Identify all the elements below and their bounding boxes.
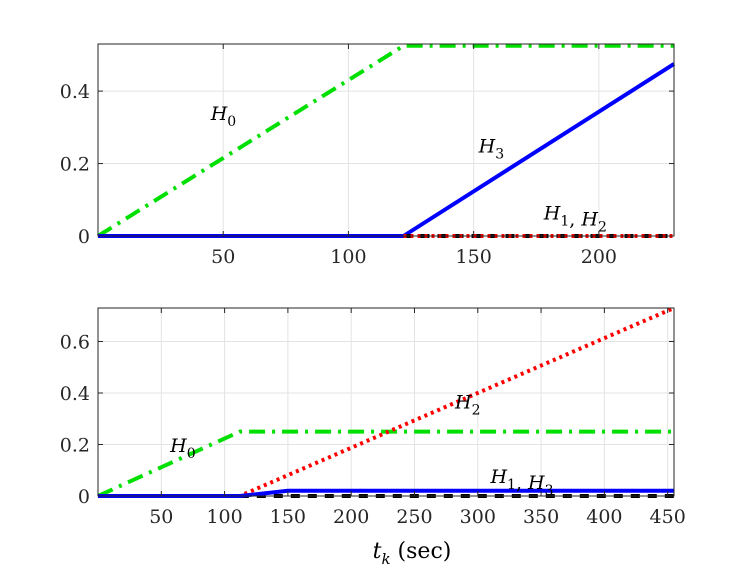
y-tick-label: 0 — [78, 226, 90, 248]
y-tick-label: 0.4 — [60, 383, 90, 405]
x-tick-label: 150 — [456, 246, 492, 268]
x-tick-label: 350 — [523, 506, 559, 528]
top-axes: 50 100 150 200 0 0.2 0.4 H0 H3 H1, H2 — [60, 43, 676, 268]
x-tick-label: 50 — [211, 246, 235, 268]
series-annotation: H1, H2 — [543, 203, 607, 236]
y-tick-label: 0.6 — [60, 331, 90, 353]
series-line-h0 — [96, 43, 674, 238]
x-tick-label: 50 — [149, 506, 173, 528]
y-tick-label: 0.2 — [60, 434, 90, 456]
y-tick-label: 0.2 — [60, 154, 90, 176]
series-annotation: H2 — [454, 391, 481, 418]
series-annotation: H1, H3 — [489, 466, 553, 499]
x-tick-label: 150 — [270, 506, 306, 528]
x-tick-label: 200 — [581, 246, 617, 268]
series-line-h0 — [97, 429, 674, 498]
x-tick-label: 300 — [460, 506, 496, 528]
series-annotation: H3 — [478, 136, 505, 163]
y-tick-label: 0 — [78, 486, 90, 508]
x-tick-label: 100 — [330, 246, 366, 268]
x-tick-label: 100 — [206, 506, 242, 528]
series-annotation: H0 — [210, 103, 237, 130]
bottom-axes: 50 100 150 200 250 300 350 400 450 0 0.2 0.4 0.6 H0 H2… — [60, 306, 686, 528]
y-tick-label: 0.4 — [60, 81, 90, 103]
x-tick-label: 450 — [650, 506, 686, 528]
axes-frame — [97, 43, 675, 237]
x-axis-label: tk (sec) — [373, 539, 452, 568]
x-tick-label: 250 — [396, 506, 432, 528]
axes-frame — [97, 307, 675, 497]
x-tick-label: 200 — [333, 506, 369, 528]
series-annotation: H0 — [169, 435, 196, 462]
x-tick-label: 400 — [586, 506, 622, 528]
